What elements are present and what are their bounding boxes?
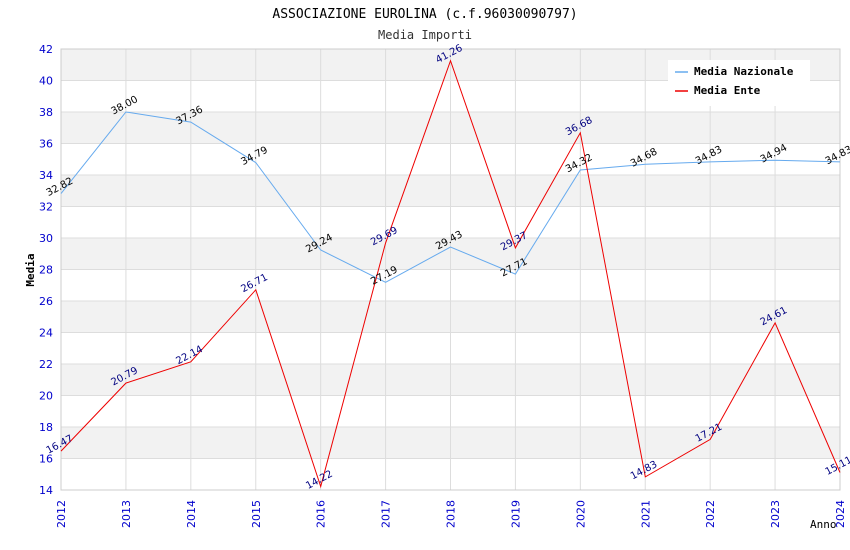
chart-subtitle: Media Importi bbox=[378, 28, 472, 42]
x-tick-label: 2020 bbox=[574, 500, 587, 528]
x-tick-label: 2015 bbox=[250, 500, 263, 528]
y-tick-label: 26 bbox=[39, 295, 53, 308]
y-axis-ticks: 14 16 18 20 22 24 26 28 30 32 34 36 38 40 42 bbox=[39, 43, 53, 497]
y-tick-label: 36 bbox=[39, 138, 53, 151]
legend-box bbox=[668, 60, 810, 106]
y-tick-label: 20 bbox=[39, 390, 53, 403]
x-tick-label: 2022 bbox=[704, 500, 717, 528]
y-axis-label: Media bbox=[24, 253, 37, 286]
y-tick-label: 22 bbox=[39, 358, 53, 371]
legend: Media Nazionale Media Ente bbox=[668, 60, 810, 106]
x-tick-label: 2013 bbox=[120, 500, 133, 528]
series-line-media-nazionale bbox=[60, 111, 841, 283]
chart-title: ASSOCIAZIONE EUROLINA (c.f.96030090797) bbox=[272, 7, 577, 22]
legend-item-media-ente: Media Ente bbox=[694, 84, 761, 97]
plot-frame bbox=[60, 48, 841, 491]
y-tick-label: 30 bbox=[39, 232, 53, 245]
x-tick-label: 2014 bbox=[185, 500, 198, 528]
x-tick-label: 2024 bbox=[834, 500, 847, 528]
y-tick-label: 42 bbox=[39, 43, 53, 56]
y-tick-label: 38 bbox=[39, 106, 53, 119]
x-tick-label: 2012 bbox=[55, 500, 68, 528]
x-tick-label: 2019 bbox=[509, 500, 522, 528]
series-line-media-ente bbox=[60, 59, 841, 489]
legend-item-media-nazionale: Media Nazionale bbox=[694, 65, 794, 78]
y-tick-label: 14 bbox=[39, 484, 53, 497]
y-tick-label: 16 bbox=[39, 453, 53, 466]
y-tick-label: 32 bbox=[39, 201, 53, 214]
x-tick-label: 2017 bbox=[380, 500, 393, 528]
x-axis-ticks: 2012 2013 2014 2015 2016 2017 2018 2019 2020 2021… bbox=[55, 500, 847, 528]
x-tick-label: 2016 bbox=[315, 500, 328, 528]
y-tick-label: 34 bbox=[39, 169, 53, 182]
y-tick-label: 40 bbox=[39, 75, 53, 88]
y-tick-label: 18 bbox=[39, 421, 53, 434]
y-tick-label: 24 bbox=[39, 327, 53, 340]
x-tick-label: 2023 bbox=[769, 500, 782, 528]
series-group bbox=[60, 59, 841, 489]
x-tick-label: 2021 bbox=[639, 500, 652, 528]
y-tick-label: 28 bbox=[39, 264, 53, 277]
x-axis-label: Anno bbox=[810, 518, 837, 531]
x-tick-label: 2018 bbox=[445, 500, 458, 528]
